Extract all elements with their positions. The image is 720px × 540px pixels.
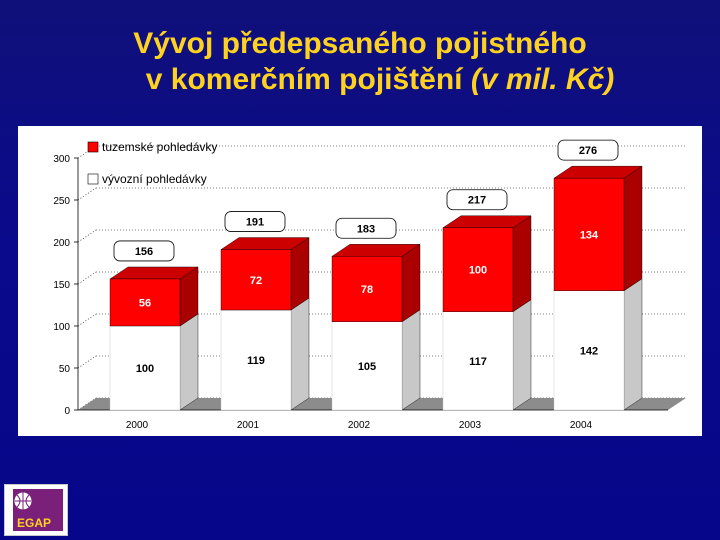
bar-export <box>109 325 181 411</box>
title-line-2-main: v komerčním pojištění <box>145 63 463 96</box>
bar-side-export <box>290 297 310 411</box>
x-tick-label: 2000 <box>126 420 149 431</box>
bar-value-label: 134 <box>580 229 599 241</box>
total-label: 276 <box>579 145 597 157</box>
legend-label: vývozní pohledávky <box>102 172 207 186</box>
stacked-bar-chart: 0 50 100 150 200 250 300 100 56 156 2000 119 72 191 20… <box>53 139 686 431</box>
bar-side-export <box>401 309 421 411</box>
chart-panel: 0 50 100 150 200 250 300 100 56 156 2000 119 72 191 20… <box>18 126 702 436</box>
gridline-diagonal <box>77 271 97 285</box>
bar-export <box>220 309 292 411</box>
y-tick-label: 150 <box>53 280 70 291</box>
total-callout <box>335 217 397 239</box>
bar-domestic <box>442 227 514 312</box>
total-callout <box>446 189 508 211</box>
total-label: 191 <box>246 217 264 229</box>
y-tick-label: 250 <box>53 196 70 207</box>
total-label: 183 <box>357 223 375 235</box>
bar-value-label: 100 <box>469 265 487 277</box>
bar-value-label: 105 <box>358 361 376 373</box>
gridline-diagonal <box>77 313 97 327</box>
total-label: 156 <box>135 246 153 258</box>
total-callout <box>224 211 286 232</box>
gridline-diagonal <box>77 187 97 201</box>
bar-side-export <box>512 299 532 411</box>
bar-side-domestic <box>623 165 643 292</box>
bar-domestic <box>553 177 625 291</box>
x-tick-label: 2001 <box>237 420 260 431</box>
total-callout <box>557 139 619 161</box>
bar-value-label: 100 <box>136 363 154 375</box>
bar-value-label: 72 <box>250 275 262 287</box>
y-tick-label: 50 <box>59 364 71 375</box>
y-tick-label: 300 <box>53 154 70 165</box>
logo-text: EGAP <box>17 516 51 530</box>
x-tick-label: 2003 <box>459 420 482 431</box>
bar-domestic <box>331 256 403 322</box>
slide-title: Vývoj předepsaného pojistného v komerční… <box>0 26 720 98</box>
bar-side-domestic <box>512 215 532 313</box>
bar-side-domestic <box>401 243 421 323</box>
bar-export <box>331 321 403 411</box>
y-tick-label: 0 <box>64 406 70 417</box>
bar-value-label: 117 <box>469 356 487 368</box>
bar-side-export <box>623 278 643 411</box>
gridline-diagonal <box>77 229 97 243</box>
egap-logo: EGAP <box>4 484 68 536</box>
gridline-diagonal <box>77 355 97 369</box>
total-callout <box>113 240 175 262</box>
bar-side-domestic <box>290 237 310 311</box>
legend-label: tuzemské pohledávky <box>102 140 217 154</box>
y-tick-label: 200 <box>53 238 70 249</box>
bar-domestic <box>109 278 181 327</box>
bar-export <box>553 290 625 411</box>
bar-value-label: 142 <box>580 345 598 357</box>
title-unit: (v mil. Kč) <box>470 63 615 96</box>
x-tick-label: 2002 <box>348 420 371 431</box>
title-line-2: v komerčním pojištění (v mil. Kč) <box>0 62 720 98</box>
bar-value-label: 56 <box>139 297 151 309</box>
bar-export <box>442 311 514 411</box>
bar-value-label: 119 <box>247 355 265 367</box>
bar-domestic <box>220 249 292 311</box>
x-tick-label: 2004 <box>570 420 593 431</box>
legend-swatch-domestic <box>87 141 99 153</box>
bar-side-export <box>179 313 199 411</box>
total-label: 217 <box>468 195 486 207</box>
bar-value-label: 78 <box>361 284 373 296</box>
y-tick-label: 100 <box>53 322 70 333</box>
legend-swatch-export <box>87 173 99 185</box>
title-line-1: Vývoj předepsaného pojistného <box>133 27 587 60</box>
